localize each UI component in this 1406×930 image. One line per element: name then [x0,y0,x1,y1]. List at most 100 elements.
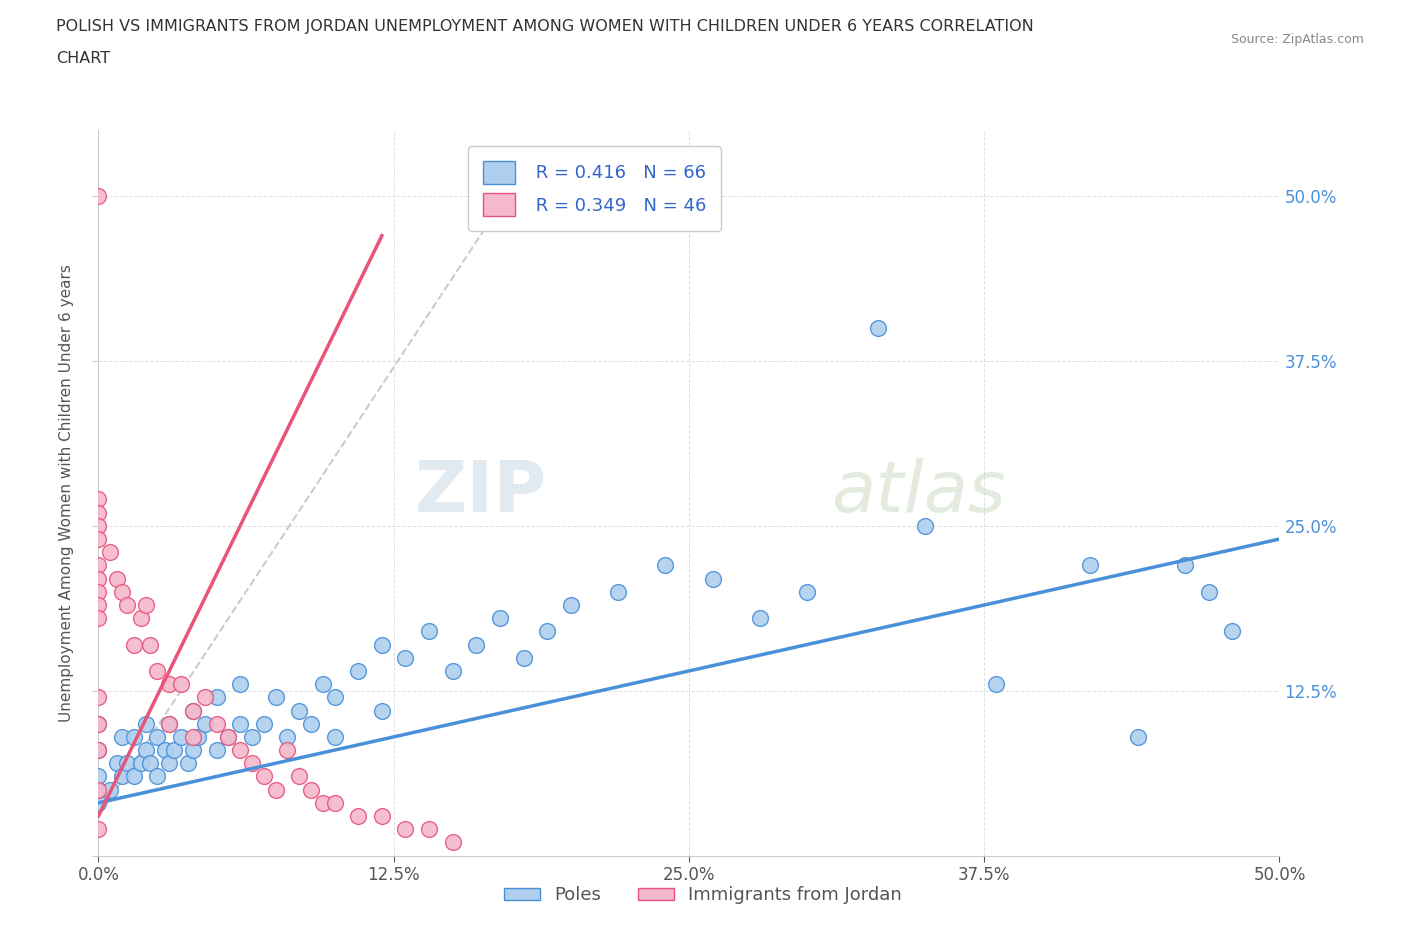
Point [87,598,110,613]
Point [1126,729,1149,744]
Point [536,624,558,639]
Text: Source: ZipAtlas.com: Source: ZipAtlas.com [1230,33,1364,46]
Point [418,822,440,837]
Point [194,716,217,731]
Point [87,769,110,784]
Point [299,716,322,731]
Point [347,808,370,823]
Text: ZIP: ZIP [415,458,547,527]
Point [984,677,1007,692]
Point [87,558,110,573]
Point [122,729,145,744]
Point [87,518,110,533]
Point [98,545,121,560]
Point [654,558,676,573]
Point [87,782,110,797]
Point [1220,624,1243,639]
Point [441,835,464,850]
Text: atlas: atlas [831,458,1005,527]
Point [115,756,138,771]
Point [371,703,394,718]
Point [87,584,110,599]
Point [87,532,110,547]
Point [1174,558,1197,573]
Point [323,795,346,810]
Point [914,518,936,533]
Point [1198,584,1220,599]
Point [217,729,239,744]
Point [748,611,770,626]
Point [288,703,311,718]
Point [229,716,252,731]
Point [146,769,169,784]
Point [194,690,217,705]
Point [129,756,152,771]
Point [866,321,889,336]
Y-axis label: Unemployment Among Women with Children Under 6 years: Unemployment Among Women with Children U… [59,264,75,722]
Point [135,743,157,758]
Point [139,637,162,652]
Point [111,584,134,599]
Point [394,822,416,837]
Point [157,716,180,731]
Point [288,769,311,784]
Point [135,598,157,613]
Point [157,677,180,692]
Point [115,598,138,613]
Point [157,716,180,731]
Point [170,729,193,744]
Point [264,690,287,705]
Point [87,716,110,731]
Point [87,492,110,507]
Point [122,637,145,652]
Point [702,571,724,586]
Point [465,637,488,652]
Point [181,703,204,718]
Point [418,624,440,639]
Point [157,756,180,771]
Point [87,795,110,810]
Point [170,677,193,692]
Point [205,690,228,705]
Point [264,782,287,797]
Point [276,743,298,758]
Point [205,716,228,731]
Point [87,743,110,758]
Point [441,663,464,678]
Point [111,769,134,784]
Point [87,690,110,705]
Point [87,189,110,204]
Point [489,611,512,626]
Text: POLISH VS IMMIGRANTS FROM JORDAN UNEMPLOYMENT AMONG WOMEN WITH CHILDREN UNDER 6 : POLISH VS IMMIGRANTS FROM JORDAN UNEMPLO… [56,19,1033,33]
Point [312,677,335,692]
Point [796,584,818,599]
Point [129,611,152,626]
Point [607,584,630,599]
Point [105,756,128,771]
Point [240,729,263,744]
Point [323,729,346,744]
Point [299,782,322,797]
Point [87,716,110,731]
Point [560,598,582,613]
Point [163,743,186,758]
Point [371,637,394,652]
Point [312,795,335,810]
Point [240,756,263,771]
Point [187,729,209,744]
Text: CHART: CHART [56,51,110,66]
Point [153,743,176,758]
Point [253,716,276,731]
Point [122,769,145,784]
Point [181,743,204,758]
Legend: Poles, Immigrants from Jordan: Poles, Immigrants from Jordan [496,879,910,911]
Point [347,663,370,678]
Point [87,782,110,797]
Point [87,571,110,586]
Point [1080,558,1102,573]
Point [111,729,134,744]
Point [87,611,110,626]
Point [98,782,121,797]
Point [146,663,169,678]
Point [323,690,346,705]
